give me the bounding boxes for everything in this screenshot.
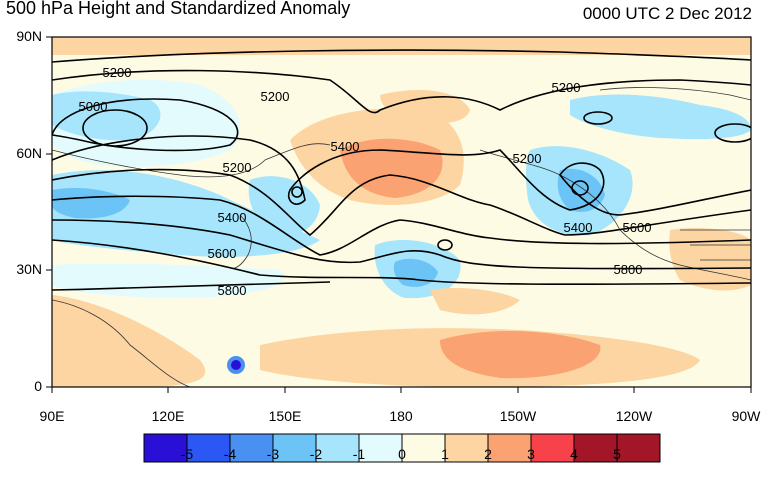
colorbar-swatch <box>402 434 445 462</box>
colorbar-label: -2 <box>309 446 323 462</box>
anomaly-area <box>231 360 241 370</box>
contour-label: 5200 <box>261 89 290 104</box>
colorbar <box>143 433 661 463</box>
map-frame <box>51 36 752 388</box>
colorbar-swatch <box>359 434 402 462</box>
colorbar-swatch <box>488 434 531 462</box>
lon-label: 90W <box>731 408 761 424</box>
anomaly-area <box>52 263 285 299</box>
colorbar-label: 3 <box>527 446 535 462</box>
anomaly-area <box>52 91 161 141</box>
contour-label: 5400 <box>331 139 360 154</box>
colorbar-label: -3 <box>266 446 280 462</box>
valid-time: 0000 UTC 2 Dec 2012 <box>582 4 752 23</box>
lon-label: 180 <box>389 408 413 424</box>
lon-label: 150W <box>499 408 537 424</box>
lat-label: 90N <box>16 28 42 44</box>
contour-label: 5800 <box>614 262 643 277</box>
contour-label: 5400 <box>218 210 247 225</box>
lon-label: 90E <box>39 408 65 424</box>
contour-label: 5200 <box>103 65 132 80</box>
anomaly-area <box>52 295 206 387</box>
polar-warm-band <box>52 37 751 55</box>
colorbar-label: -5 <box>180 446 194 462</box>
colorbar-label: 2 <box>484 446 492 462</box>
colorbar-swatch <box>445 434 488 462</box>
colorbar-swatch <box>144 434 187 462</box>
contour-label: 5600 <box>623 220 652 235</box>
contour-label: 5600 <box>208 246 237 261</box>
chart-title: 500 hPa Height and Standardized Anomaly <box>6 0 351 18</box>
anomaly-area <box>669 228 751 291</box>
anomaly-area <box>52 188 130 219</box>
lon-label: 150E <box>268 408 302 424</box>
anomaly-area <box>440 330 601 379</box>
colorbar-swatch <box>230 434 273 462</box>
colorbar-label: 1 <box>441 446 449 462</box>
anomaly-area <box>570 94 751 140</box>
colorbar-label: 4 <box>570 446 578 462</box>
colorbar-swatch <box>316 434 359 462</box>
axis-ticks <box>46 36 752 393</box>
colorbar-label: -4 <box>223 446 237 462</box>
contour-label: 5000 <box>79 99 108 114</box>
colorbar-swatch <box>187 434 230 462</box>
contour-label: 5200 <box>513 151 542 166</box>
contour-label: 5800 <box>218 283 247 298</box>
map-fill <box>52 37 751 387</box>
lat-label: 0 <box>34 378 42 394</box>
contour-label-group: 5200 5000 5200 5200 5200 5400 5400 5600 … <box>79 65 652 298</box>
lat-label: 60N <box>16 145 42 161</box>
colorbar-label: -1 <box>352 446 366 462</box>
anomaly-area <box>430 288 520 315</box>
contour-label: 5400 <box>564 220 593 235</box>
colorbar-swatch <box>531 434 574 462</box>
colorbar-swatch <box>273 434 316 462</box>
contour-label: 5200 <box>552 80 581 95</box>
anomaly-area <box>380 90 470 123</box>
lat-label: 30N <box>16 261 42 277</box>
lon-label: 120W <box>615 408 653 424</box>
colorbar-label: 5 <box>613 446 621 462</box>
lon-label: 120E <box>151 408 185 424</box>
height-contours <box>52 49 751 291</box>
colorbar-label: 0 <box>398 446 406 462</box>
contour-label: 5200 <box>223 160 252 175</box>
anomaly-area <box>52 170 320 257</box>
